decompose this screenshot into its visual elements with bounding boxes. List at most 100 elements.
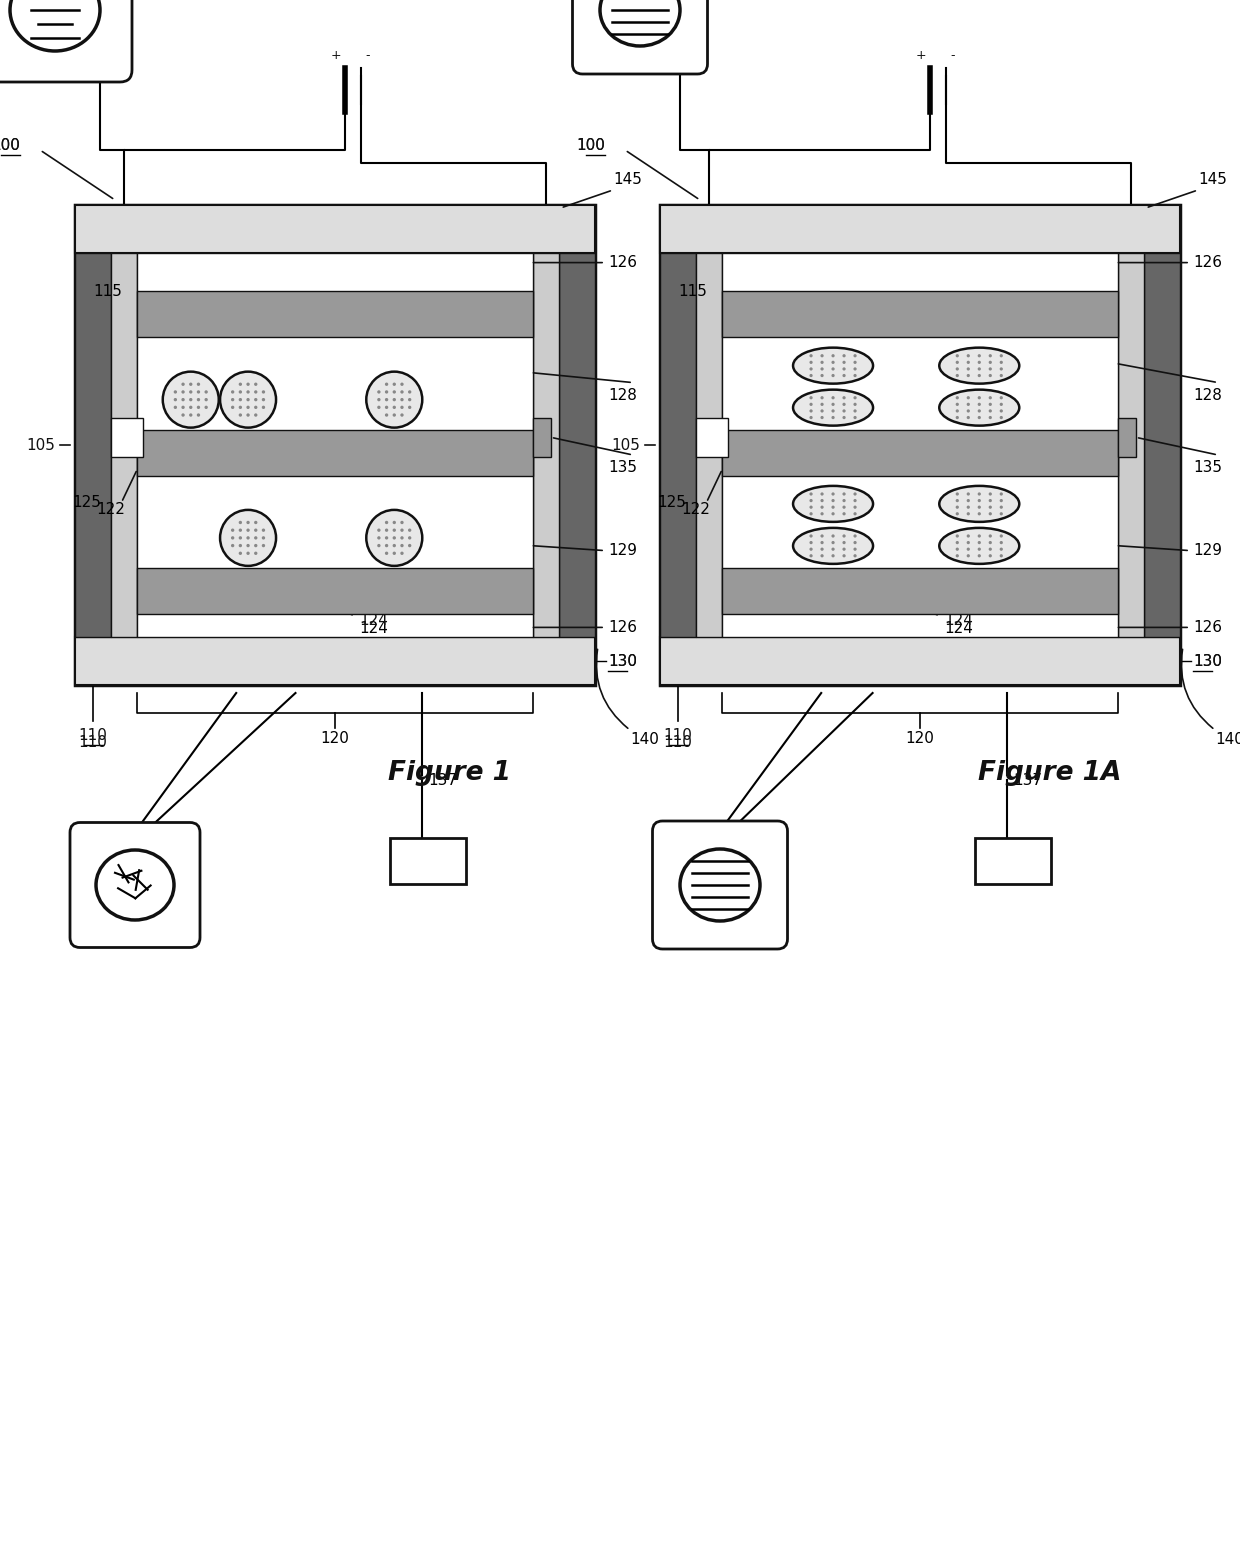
Circle shape xyxy=(810,547,812,550)
Circle shape xyxy=(821,367,823,370)
Circle shape xyxy=(967,367,970,370)
Circle shape xyxy=(988,367,992,370)
Circle shape xyxy=(219,372,277,428)
Circle shape xyxy=(810,373,812,378)
Circle shape xyxy=(967,499,970,502)
Text: 145: 145 xyxy=(613,173,642,187)
Bar xyxy=(723,568,1117,614)
Text: 105: 105 xyxy=(26,437,55,453)
Circle shape xyxy=(181,390,185,393)
Bar xyxy=(723,291,1117,337)
Circle shape xyxy=(956,535,959,538)
Circle shape xyxy=(231,544,234,547)
Bar xyxy=(660,253,697,638)
Circle shape xyxy=(956,361,959,364)
Text: 110: 110 xyxy=(79,736,108,750)
Circle shape xyxy=(401,383,404,386)
Text: 100: 100 xyxy=(577,137,605,152)
Circle shape xyxy=(842,415,846,420)
Text: 110: 110 xyxy=(79,728,108,742)
Circle shape xyxy=(967,535,970,538)
Circle shape xyxy=(238,544,242,547)
Text: 126: 126 xyxy=(1193,620,1221,634)
Circle shape xyxy=(810,535,812,538)
Circle shape xyxy=(988,361,992,364)
Circle shape xyxy=(231,529,234,532)
Text: Figure 1A: Figure 1A xyxy=(978,760,1122,785)
Circle shape xyxy=(853,554,857,557)
Circle shape xyxy=(384,552,388,555)
Bar xyxy=(138,568,533,614)
Circle shape xyxy=(197,414,200,417)
Text: 140: 140 xyxy=(630,732,658,748)
Circle shape xyxy=(254,383,258,386)
Circle shape xyxy=(238,529,242,532)
Circle shape xyxy=(956,512,959,515)
Circle shape xyxy=(832,355,835,358)
Circle shape xyxy=(821,373,823,378)
Circle shape xyxy=(977,355,981,358)
Circle shape xyxy=(832,505,835,508)
Circle shape xyxy=(174,390,177,393)
Text: 124: 124 xyxy=(945,613,973,628)
FancyBboxPatch shape xyxy=(652,821,787,949)
Text: C: C xyxy=(687,58,698,72)
Text: 124: 124 xyxy=(945,620,973,636)
Circle shape xyxy=(162,372,218,428)
Text: 137: 137 xyxy=(428,773,458,788)
Circle shape xyxy=(988,512,992,515)
Circle shape xyxy=(999,547,1003,550)
Text: Figure 1: Figure 1 xyxy=(388,760,511,785)
Circle shape xyxy=(977,505,981,508)
Circle shape xyxy=(821,541,823,544)
Circle shape xyxy=(401,414,404,417)
Circle shape xyxy=(977,493,981,496)
Circle shape xyxy=(967,512,970,515)
Circle shape xyxy=(832,541,835,544)
Circle shape xyxy=(956,403,959,406)
Circle shape xyxy=(967,547,970,550)
Ellipse shape xyxy=(680,849,760,921)
Circle shape xyxy=(999,415,1003,420)
Text: 140: 140 xyxy=(1215,732,1240,748)
Circle shape xyxy=(821,512,823,515)
Circle shape xyxy=(401,398,404,401)
Circle shape xyxy=(853,367,857,370)
Circle shape xyxy=(408,544,412,547)
Circle shape xyxy=(810,499,812,502)
FancyBboxPatch shape xyxy=(975,838,1052,883)
Circle shape xyxy=(262,544,265,547)
Circle shape xyxy=(181,398,185,401)
Circle shape xyxy=(238,390,242,393)
Circle shape xyxy=(408,529,412,532)
Circle shape xyxy=(219,510,277,566)
Bar xyxy=(112,418,143,457)
Circle shape xyxy=(853,493,857,496)
Text: 129: 129 xyxy=(608,543,637,558)
Circle shape xyxy=(988,535,992,538)
Circle shape xyxy=(810,512,812,515)
Circle shape xyxy=(254,390,258,393)
Circle shape xyxy=(967,373,970,378)
Circle shape xyxy=(832,361,835,364)
Circle shape xyxy=(977,361,981,364)
Circle shape xyxy=(238,552,242,555)
Circle shape xyxy=(999,409,1003,412)
Circle shape xyxy=(832,512,835,515)
Text: 130: 130 xyxy=(608,653,637,669)
Circle shape xyxy=(377,406,381,409)
Circle shape xyxy=(821,361,823,364)
Bar xyxy=(1143,253,1180,638)
Circle shape xyxy=(832,367,835,370)
Ellipse shape xyxy=(10,0,100,51)
Circle shape xyxy=(999,535,1003,538)
Circle shape xyxy=(247,390,249,393)
Circle shape xyxy=(238,383,242,386)
Circle shape xyxy=(956,409,959,412)
Bar xyxy=(660,638,1180,686)
Text: A: A xyxy=(180,930,191,945)
Circle shape xyxy=(977,499,981,502)
Circle shape xyxy=(377,536,381,540)
Circle shape xyxy=(853,409,857,412)
Circle shape xyxy=(401,529,404,532)
